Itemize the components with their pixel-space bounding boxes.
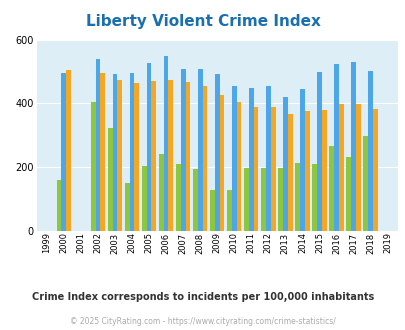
- Bar: [321, 110, 326, 231]
- Bar: [253, 107, 258, 231]
- Bar: [372, 109, 377, 231]
- Text: Crime Index corresponds to incidents per 100,000 inhabitants: Crime Index corresponds to incidents per…: [32, 292, 373, 302]
- Bar: [345, 157, 350, 231]
- Bar: [168, 80, 173, 231]
- Bar: [209, 190, 214, 231]
- Bar: [231, 85, 236, 231]
- Bar: [202, 86, 207, 231]
- Bar: [311, 164, 316, 231]
- Bar: [134, 83, 139, 231]
- Bar: [66, 70, 71, 231]
- Bar: [338, 104, 343, 231]
- Bar: [95, 59, 100, 231]
- Bar: [129, 73, 134, 231]
- Bar: [367, 71, 372, 231]
- Bar: [260, 168, 265, 231]
- Bar: [180, 69, 185, 231]
- Bar: [355, 104, 360, 231]
- Bar: [163, 56, 168, 231]
- Bar: [304, 112, 309, 231]
- Bar: [214, 74, 219, 231]
- Bar: [362, 136, 367, 231]
- Bar: [61, 73, 66, 231]
- Bar: [57, 180, 61, 231]
- Bar: [236, 102, 241, 231]
- Bar: [316, 72, 321, 231]
- Bar: [248, 88, 253, 231]
- Text: © 2025 CityRating.com - https://www.cityrating.com/crime-statistics/: © 2025 CityRating.com - https://www.city…: [70, 317, 335, 326]
- Bar: [117, 80, 122, 231]
- Bar: [151, 81, 156, 231]
- Text: Liberty Violent Crime Index: Liberty Violent Crime Index: [85, 14, 320, 29]
- Bar: [282, 97, 287, 231]
- Bar: [294, 163, 299, 231]
- Bar: [243, 168, 248, 231]
- Bar: [226, 189, 231, 231]
- Bar: [197, 69, 202, 231]
- Bar: [185, 82, 190, 231]
- Bar: [107, 128, 112, 231]
- Bar: [350, 62, 355, 231]
- Bar: [333, 64, 338, 231]
- Bar: [299, 89, 304, 231]
- Bar: [124, 183, 129, 231]
- Bar: [277, 168, 282, 231]
- Bar: [265, 86, 270, 231]
- Bar: [175, 164, 180, 231]
- Bar: [141, 166, 146, 231]
- Bar: [146, 63, 151, 231]
- Bar: [90, 102, 95, 231]
- Bar: [219, 95, 224, 231]
- Bar: [328, 146, 333, 231]
- Bar: [192, 169, 197, 231]
- Bar: [158, 154, 163, 231]
- Bar: [287, 114, 292, 231]
- Bar: [100, 73, 105, 231]
- Bar: [112, 74, 117, 231]
- Bar: [270, 107, 275, 231]
